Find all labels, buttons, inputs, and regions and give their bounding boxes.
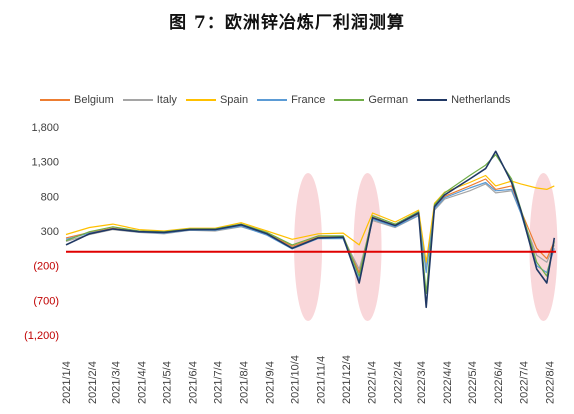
- highlight-ellipse-2: [353, 173, 382, 321]
- x-tick-label-15: 2022/3/4: [416, 361, 428, 404]
- series-line-netherlands: [65, 150, 556, 309]
- y-tick-label-3: 800: [41, 191, 59, 203]
- x-tick-label-18: 2022/6/4: [493, 361, 505, 404]
- x-tick-label-8: 2021/8/4: [239, 361, 251, 404]
- x-tick-label-16: 2022/4/4: [442, 361, 454, 404]
- legend-swatch-netherlands: [417, 99, 448, 101]
- y-tick-label-1: 1,800: [31, 122, 59, 134]
- legend-item-german: German: [334, 94, 408, 106]
- y-tick-label-2: 1,300: [31, 157, 59, 169]
- x-tick-label-10: 2021/10/4: [290, 355, 302, 404]
- highlight-ellipse-1: [294, 173, 323, 321]
- x-tick-label-17: 2022/5/4: [467, 361, 479, 404]
- legend-label-belgium: Belgium: [74, 94, 114, 106]
- legend-label-italy: Italy: [156, 94, 177, 106]
- legend-item-netherlands: Netherlands: [417, 94, 510, 106]
- x-tick-label-7: 2021/7/4: [213, 361, 225, 404]
- legend-swatch-german: [334, 99, 365, 101]
- y-tick-label-6: (700): [33, 295, 59, 307]
- legend-label-spain: Spain: [219, 94, 249, 106]
- legend-item-france: France: [257, 94, 325, 106]
- legend-label-german: German: [368, 94, 409, 106]
- x-tick-label-5: 2021/5/4: [162, 361, 174, 404]
- y-tick-label-4: 300: [41, 226, 59, 238]
- chart-title: 图 7：欧洲锌冶炼厂利润测算: [169, 13, 405, 33]
- x-tick-label-12: 2021/12/4: [341, 355, 353, 404]
- x-tick-label-11: 2021/11/4: [316, 356, 328, 404]
- x-tick-label-20: 2022/8/4: [544, 361, 556, 404]
- legend: Belgium Italy Spain France German Netherlands: [40, 92, 519, 108]
- x-tick-label-2: 2021/2/4: [87, 361, 99, 404]
- legend-swatch-belgium: [40, 99, 70, 101]
- legend-item-italy: Italy: [122, 94, 177, 106]
- x-tick-label-4: 2021/4/4: [136, 361, 148, 404]
- x-tick-label-3: 2021/3/4: [110, 361, 122, 404]
- series-line-spain: [65, 174, 555, 263]
- x-tick-label-14: 2022/2/4: [393, 361, 405, 404]
- legend-label-netherlands: Netherlands: [451, 94, 511, 106]
- legend-item-spain: Spain: [185, 94, 249, 106]
- x-tick-label-1: 2021/1/4: [61, 361, 73, 404]
- legend-swatch-spain: [185, 99, 216, 101]
- highlight-ellipse-3: [529, 173, 558, 321]
- legend-swatch-italy: [122, 99, 153, 101]
- legend-label-france: France: [291, 94, 326, 106]
- y-tick-label-7: (1,200): [24, 330, 59, 342]
- x-tick-label-19: 2022/7/4: [518, 361, 530, 404]
- legend-swatch-france: [257, 99, 288, 101]
- x-tick-label-6: 2021/6/4: [187, 361, 199, 404]
- y-tick-label-5: (200): [33, 261, 59, 273]
- x-tick-label-9: 2021/9/4: [265, 361, 277, 404]
- legend-item-belgium: Belgium: [40, 94, 114, 106]
- x-tick-label-13: 2022/1/4: [367, 361, 379, 404]
